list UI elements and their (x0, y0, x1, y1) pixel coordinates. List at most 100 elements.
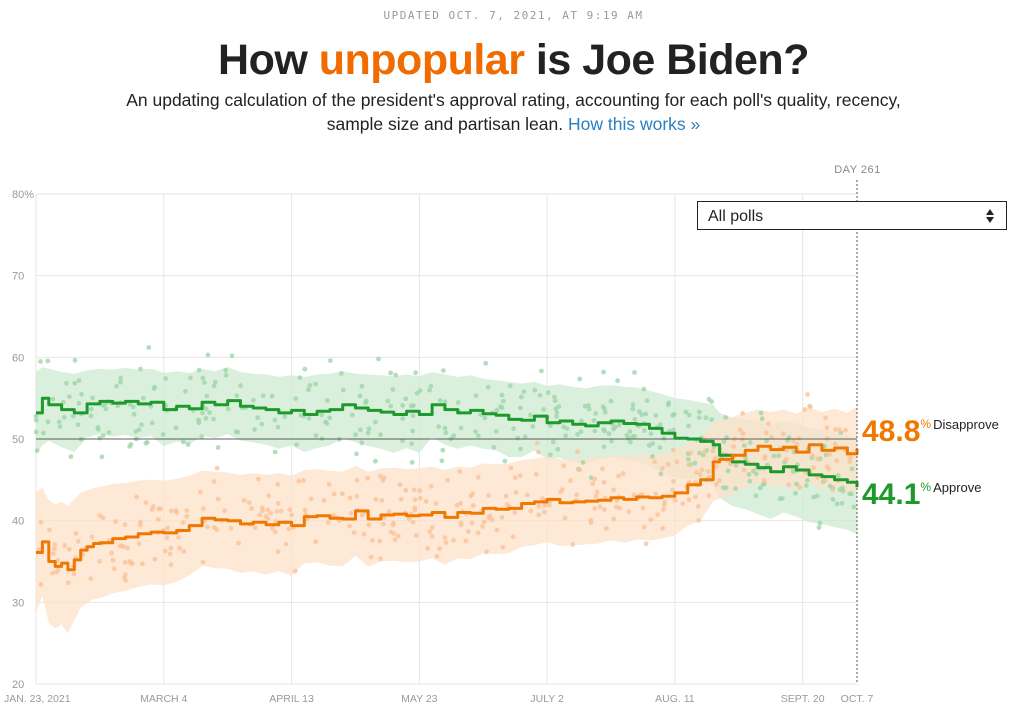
approve-poll-dot (639, 412, 645, 418)
approve-poll-dot (742, 443, 747, 448)
approve-poll-dot (709, 417, 714, 422)
approve-poll-dot (223, 372, 229, 378)
disapprove-poll-dot (347, 495, 353, 501)
approve-poll-dot (68, 454, 74, 459)
approve-poll-dot (143, 440, 149, 446)
disapprove-poll-dot (211, 479, 217, 484)
disapprove-poll-dot (339, 491, 345, 497)
disapprove-poll-dot (764, 430, 769, 436)
approve-poll-dot (834, 501, 840, 507)
disapprove-poll-dot (494, 527, 500, 533)
approve-poll-dot (173, 425, 179, 431)
disapprove-poll-dot (50, 551, 56, 557)
disapprove-poll-dot (111, 566, 117, 572)
y-tick-label-20: 20 (12, 679, 24, 691)
approve-poll-dot (163, 376, 169, 381)
approve-poll-dot (100, 402, 106, 408)
approve-poll-dot (686, 412, 692, 418)
approve-poll-dot (550, 439, 556, 445)
disapprove-poll-dot (354, 477, 360, 483)
approve-poll-dot (703, 415, 709, 421)
disapprove-poll-dot (674, 459, 680, 465)
disapprove-poll-dot (739, 437, 745, 443)
disapprove-poll-dot (100, 515, 106, 521)
disapprove-poll-dot (671, 478, 676, 484)
approve-poll-dot (388, 403, 394, 409)
approve-poll-dot (528, 412, 533, 418)
approve-poll-dot (563, 433, 569, 439)
disapprove-poll-dot (661, 502, 667, 508)
approve-poll-dot (482, 415, 488, 421)
disapprove-poll-dot (811, 465, 816, 470)
disapprove-pct-sign: % (920, 417, 932, 431)
approve-poll-dot (349, 412, 355, 418)
approve-poll-dot (181, 439, 186, 445)
disapprove-poll-dot (802, 407, 808, 412)
x-tick-label-2: APRIL 13 (269, 693, 314, 705)
approve-poll-dot (747, 478, 753, 484)
approve-poll-dot (632, 370, 637, 375)
approve-poll-dot (777, 496, 783, 502)
disapprove-poll-dot (640, 505, 646, 511)
disapprove-poll-dot (822, 478, 828, 484)
approve-poll-dot (359, 383, 365, 389)
disapprove-poll-dot (558, 489, 564, 495)
disapprove-poll-dot (486, 515, 492, 521)
disapprove-poll-dot (648, 517, 654, 523)
approve-poll-dot (630, 406, 636, 412)
disapprove-poll-dot (442, 535, 448, 541)
disapprove-poll-dot (570, 542, 576, 547)
disapprove-poll-dot (66, 580, 71, 586)
approve-poll-dot (764, 438, 769, 444)
approve-poll-dot (70, 413, 76, 419)
approve-poll-dot (696, 415, 702, 421)
disapprove-poll-dot (278, 508, 284, 514)
disapprove-poll-dot (670, 487, 675, 493)
approve-poll-dot (498, 404, 503, 410)
disapprove-poll-dot (481, 519, 487, 525)
disapprove-poll-dot (368, 554, 374, 560)
disapprove-poll-dot (784, 448, 790, 453)
disapprove-poll-dot (713, 464, 719, 470)
disapprove-poll-dot (198, 489, 203, 495)
disapprove-poll-dot (36, 547, 42, 553)
approve-poll-dot (128, 442, 134, 447)
disapprove-poll-dot (832, 441, 838, 447)
approve-poll-dot (579, 418, 584, 424)
approve-poll-dot (580, 460, 586, 465)
poll-filter-select[interactable]: All polls (697, 201, 1007, 230)
approve-poll-dot (327, 358, 333, 363)
approve-poll-dot (747, 440, 753, 445)
approve-poll-dot (373, 458, 378, 464)
approve-poll-dot (141, 395, 146, 401)
approve-poll-dot (313, 433, 319, 438)
disapprove-poll-dot (125, 545, 130, 551)
disapprove-poll-dot (143, 500, 149, 506)
approve-poll-dot (473, 429, 478, 434)
disapprove-poll-dot (272, 529, 278, 535)
disapprove-poll-dot (50, 570, 55, 576)
disapprove-poll-dot (694, 470, 699, 475)
approve-poll-dot (272, 417, 278, 423)
approve-poll-dot (601, 444, 607, 450)
approve-poll-dot (88, 406, 94, 412)
disapprove-poll-dot (52, 542, 58, 548)
approve-poll-dot (473, 393, 479, 399)
disapprove-poll-dot (499, 514, 505, 520)
approve-poll-dot (661, 436, 667, 441)
disapprove-poll-dot (540, 496, 545, 502)
approve-poll-dot (653, 413, 659, 418)
disapprove-poll-dot (286, 526, 292, 532)
approve-poll-dot (575, 432, 580, 437)
approve-poll-dot (441, 368, 446, 373)
chart-y-ticks: 20 30 40 50 60 70 80% (12, 189, 34, 691)
disapprove-poll-dot (693, 494, 698, 500)
how-this-works-link[interactable]: How this works » (568, 114, 701, 134)
disapprove-poll-dot (796, 435, 802, 441)
disapprove-poll-dot (696, 518, 701, 523)
disapprove-poll-dot (168, 562, 174, 568)
approve-poll-dot (33, 417, 39, 423)
disapprove-poll-dot (594, 489, 600, 495)
approve-poll-dot (803, 483, 809, 488)
disapprove-poll-dot (351, 530, 357, 535)
